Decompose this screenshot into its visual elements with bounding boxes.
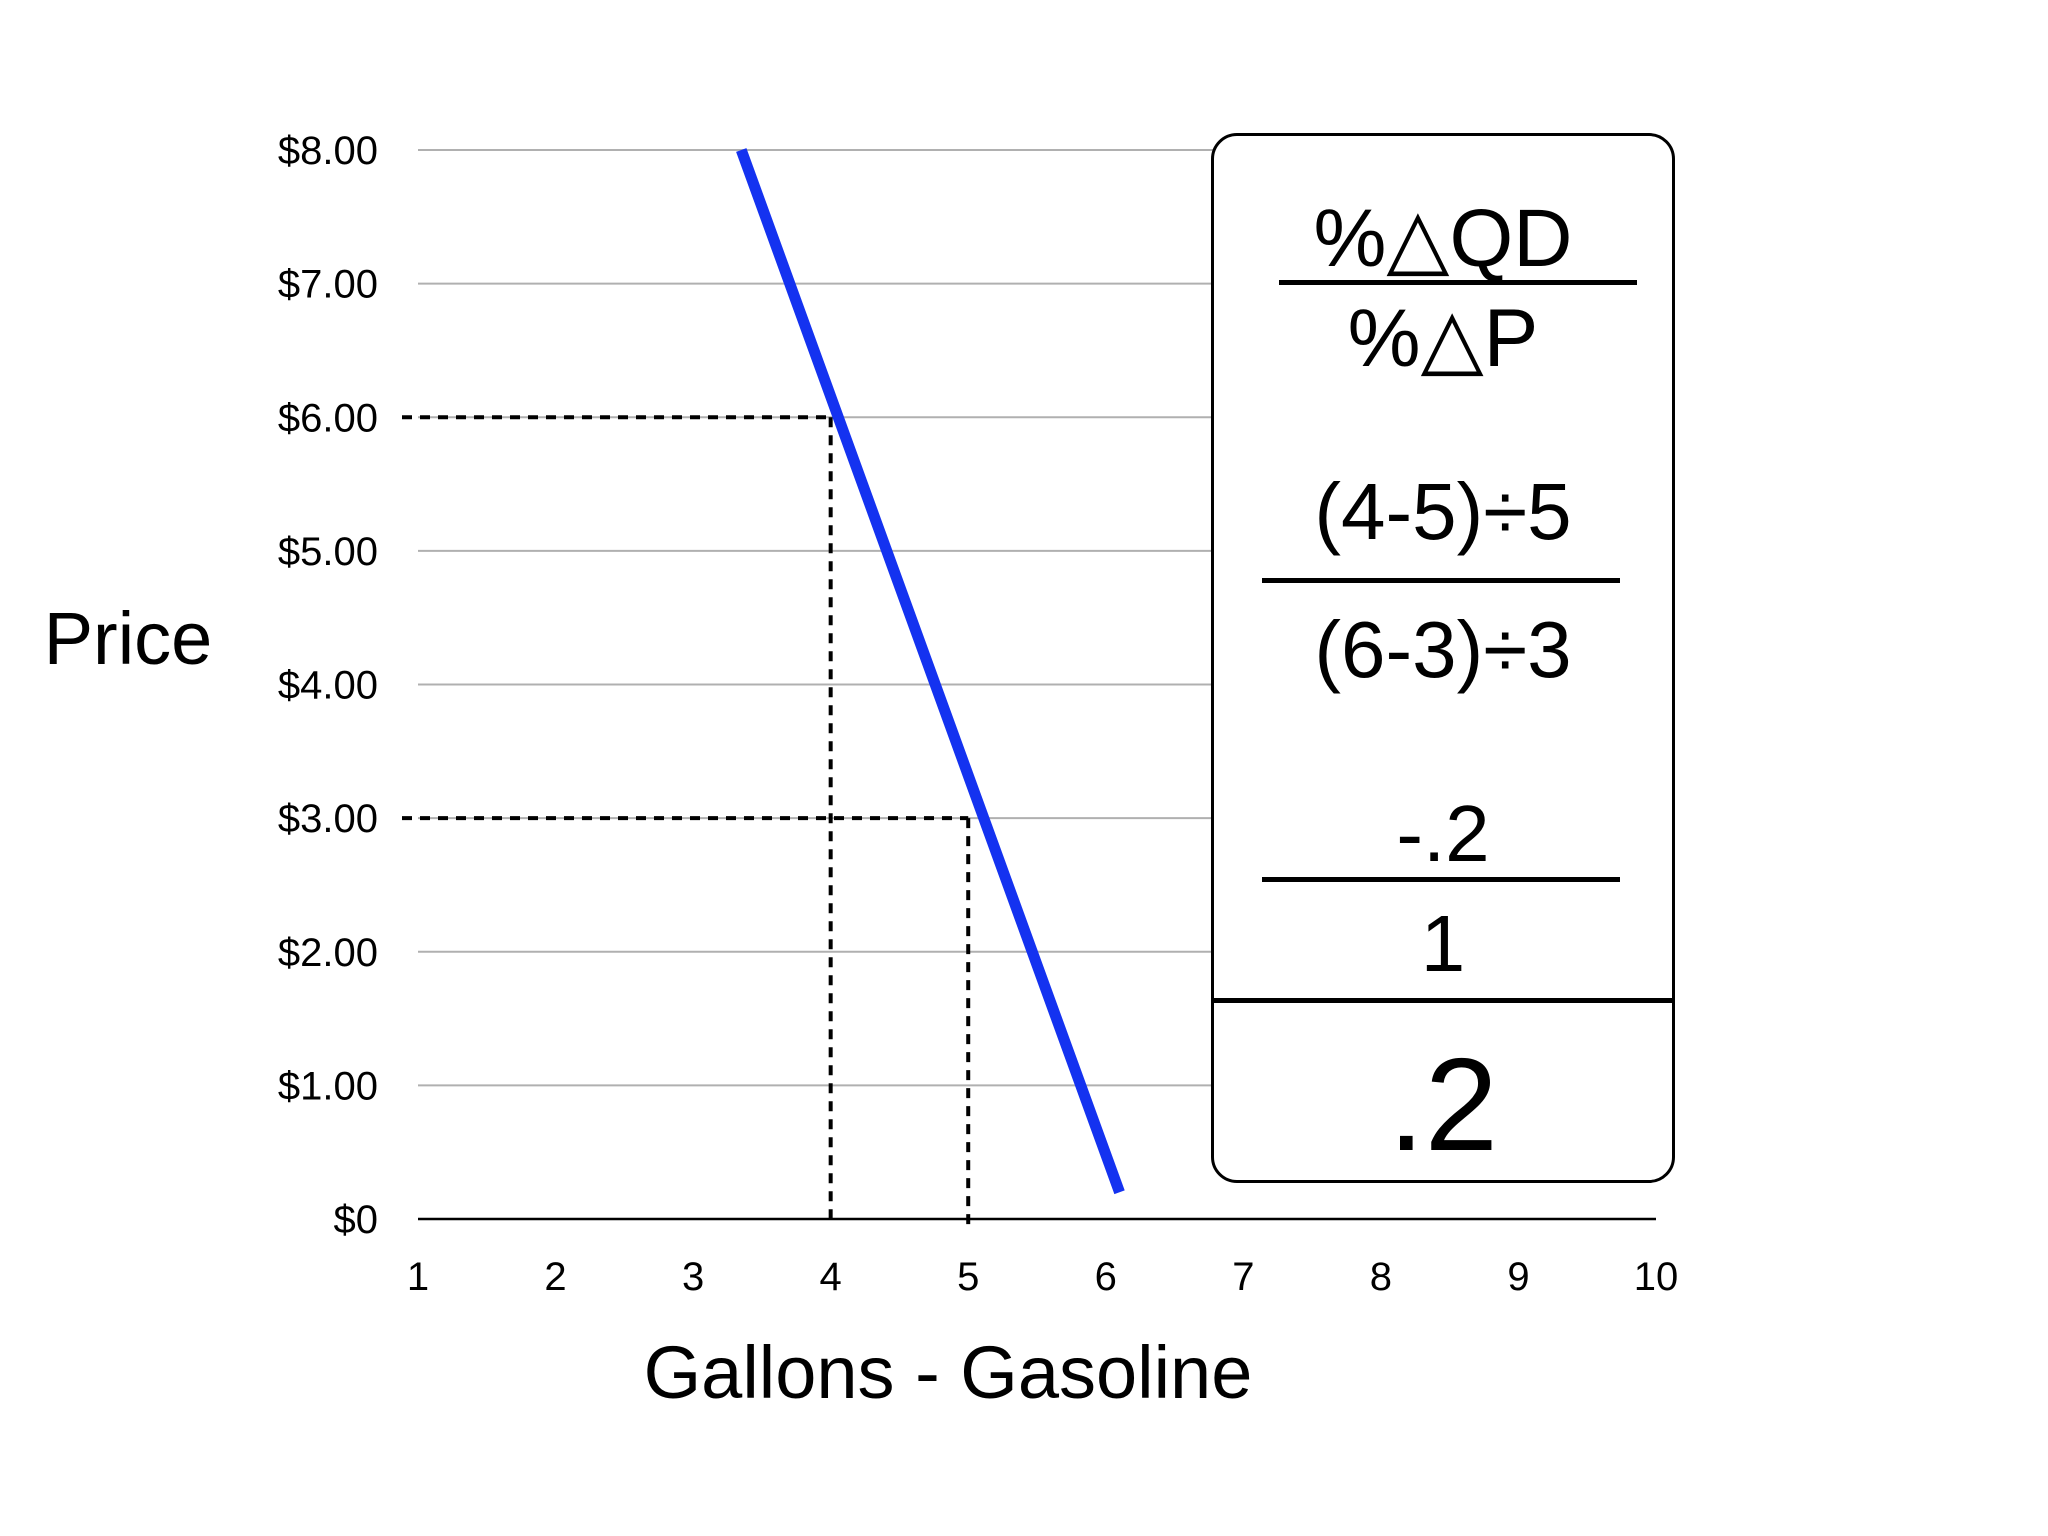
general-numerator: %△QD <box>1313 193 1573 284</box>
computed-denominator: 1 <box>1420 899 1466 988</box>
y-tick-label: $6.00 <box>278 396 378 440</box>
elasticity-result: .2 <box>1387 1031 1499 1178</box>
result-divider <box>1214 998 1672 1003</box>
demand-series <box>736 148 1125 1195</box>
y-tick-label: $3.00 <box>278 797 378 841</box>
y-tick-label: $4.00 <box>278 664 378 708</box>
x-axis-ticks: 1 2 3 4 5 6 7 8 9 10 <box>407 1255 1678 1299</box>
general-denominator: %△P <box>1347 293 1539 384</box>
x-tick-label: 8 <box>1370 1255 1392 1299</box>
x-tick-label: 5 <box>957 1255 979 1299</box>
applied-numerator: (4-5)÷5 <box>1314 467 1572 556</box>
x-tick-label: 1 <box>407 1255 429 1299</box>
applied-denominator: (6-3)÷3 <box>1314 605 1572 694</box>
x-tick-label: 4 <box>820 1255 842 1299</box>
reference-guides <box>402 415 971 1227</box>
y-tick-label: $5.00 <box>278 530 378 574</box>
x-axis-title: Gallons - Gasoline <box>644 1331 1253 1414</box>
y-tick-label: $0 <box>334 1198 379 1242</box>
computed-numerator: -.2 <box>1396 789 1490 878</box>
applied-fraction-bar <box>1262 578 1620 583</box>
y-axis-title: Price <box>44 597 213 680</box>
general-fraction-bar <box>1279 280 1637 285</box>
y-tick-label: $2.00 <box>278 931 378 975</box>
y-tick-label: $1.00 <box>278 1064 378 1108</box>
x-tick-label: 6 <box>1095 1255 1117 1299</box>
x-tick-label: 2 <box>544 1255 566 1299</box>
elasticity-formula-box: %△QD %△P (4-5)÷5 (6-3)÷3 -.2 1 .2 <box>1211 133 1675 1183</box>
demand-line <box>736 148 1125 1195</box>
x-tick-label: 10 <box>1634 1255 1679 1299</box>
x-tick-label: 9 <box>1507 1255 1529 1299</box>
y-axis-ticks: $0 $1.00 $2.00 $3.00 $4.00 $5.00 $6.00 $7.00 $8.… <box>278 129 378 1242</box>
x-tick-label: 3 <box>682 1255 704 1299</box>
y-tick-label: $7.00 <box>278 263 378 307</box>
x-tick-label: 7 <box>1232 1255 1254 1299</box>
y-tick-label: $8.00 <box>278 129 378 173</box>
computed-fraction-bar <box>1262 877 1620 882</box>
